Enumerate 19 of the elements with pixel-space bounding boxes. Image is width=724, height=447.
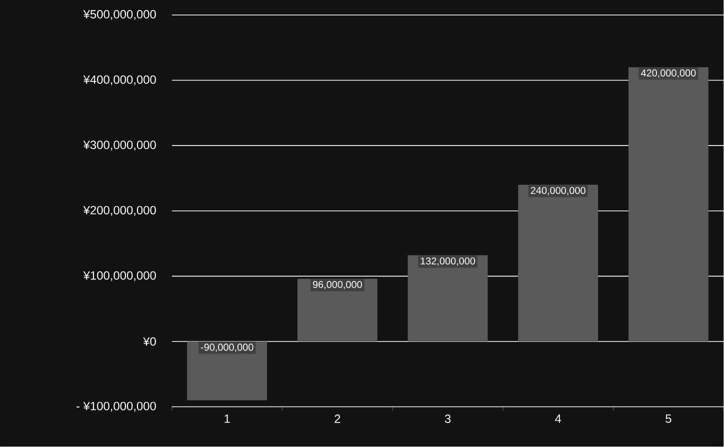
- x-tick-label: 4: [555, 414, 562, 423]
- data-label: -90,000,000: [200, 344, 254, 352]
- bar: [518, 184, 598, 342]
- y-tick-label: - ¥100,000,000: [76, 402, 156, 412]
- data-label: 96,000,000: [312, 281, 362, 290]
- y-tick-label: ¥100,000,000: [83, 271, 156, 282]
- data-label: 420,000,000: [640, 70, 696, 78]
- x-tick-label: 2: [334, 414, 340, 424]
- x-tick-label: 3: [444, 414, 451, 424]
- y-tick-label: ¥200,000,000: [83, 206, 156, 216]
- x-tick-label: 5: [666, 414, 672, 423]
- y-tick-label: ¥0: [143, 337, 156, 346]
- bar: [628, 67, 708, 342]
- data-label: 240,000,000: [530, 187, 586, 196]
- y-tick-label: ¥500,000,000: [83, 10, 156, 20]
- y-tick-label: ¥300,000,000: [83, 140, 156, 151]
- y-tick-label: ¥400,000,000: [83, 75, 156, 86]
- x-tick-label: 1: [224, 414, 230, 423]
- data-label: 132,000,000: [420, 258, 476, 266]
